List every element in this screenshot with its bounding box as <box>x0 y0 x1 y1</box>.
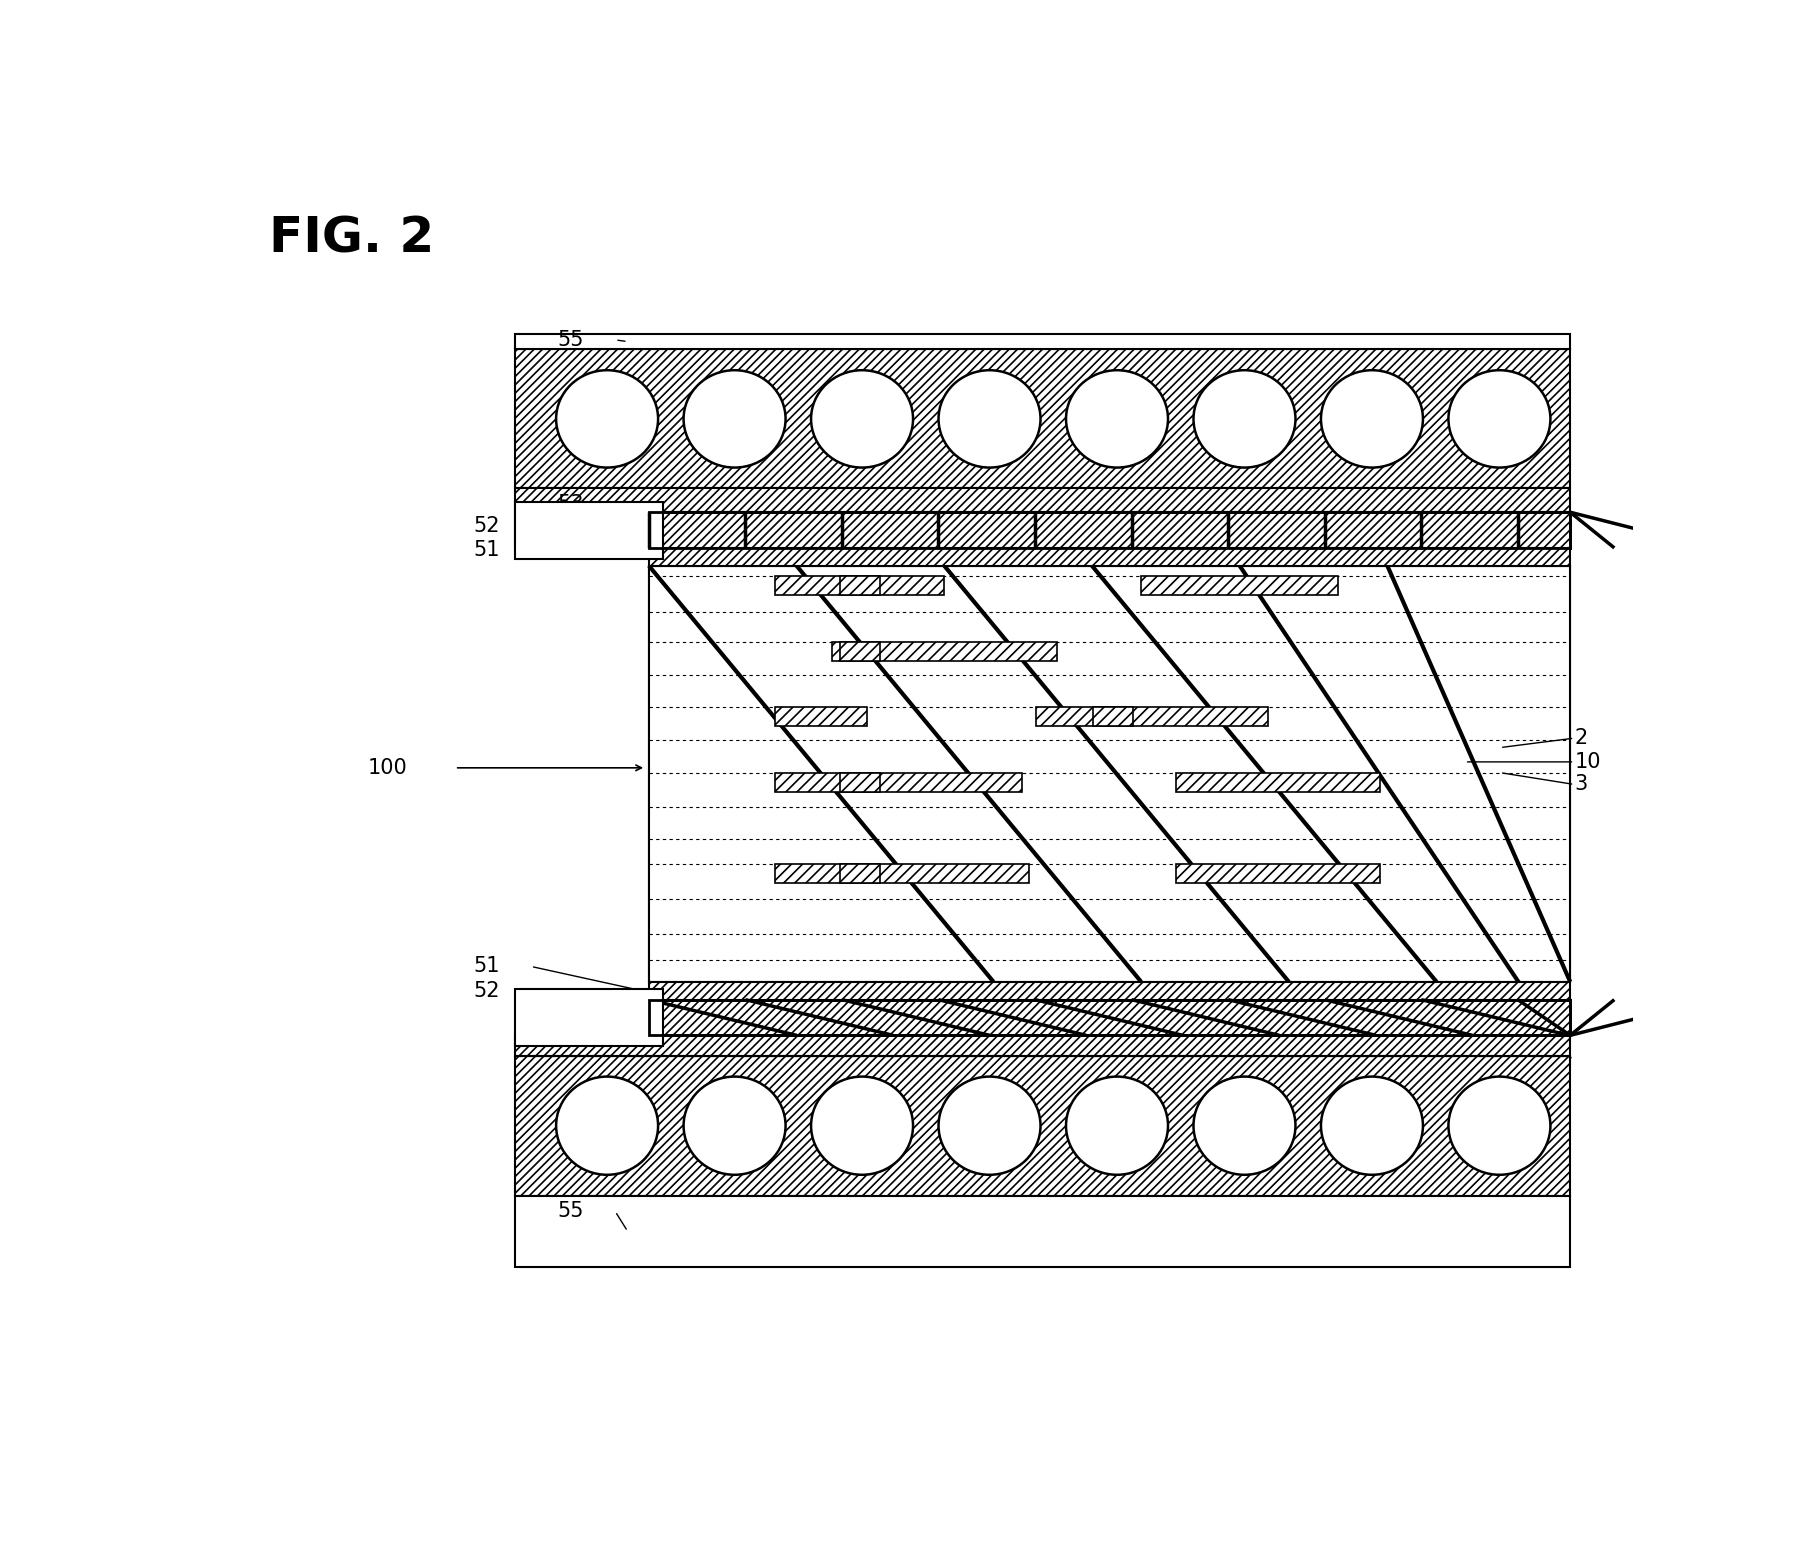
Bar <box>515 349 1569 488</box>
Bar <box>1175 865 1380 883</box>
Text: 53: 53 <box>557 1008 584 1027</box>
Ellipse shape <box>1321 1076 1422 1175</box>
Text: 100: 100 <box>366 758 406 778</box>
Ellipse shape <box>811 1076 912 1175</box>
Bar <box>840 865 880 883</box>
Ellipse shape <box>811 371 912 468</box>
Bar <box>775 772 1021 792</box>
Text: 2: 2 <box>1573 729 1587 749</box>
Bar <box>840 642 880 661</box>
Bar <box>648 565 1569 982</box>
Bar <box>648 999 1569 1036</box>
Ellipse shape <box>555 1076 658 1175</box>
Text: 51: 51 <box>473 540 499 560</box>
Bar <box>515 488 1569 513</box>
Ellipse shape <box>1194 1076 1295 1175</box>
Text: 55: 55 <box>557 1201 584 1221</box>
Text: 51: 51 <box>473 956 499 976</box>
Bar <box>1092 707 1132 726</box>
Text: 10: 10 <box>1573 752 1600 772</box>
Text: 55: 55 <box>557 330 584 350</box>
Bar <box>648 565 1569 982</box>
Bar <box>648 982 1569 999</box>
Text: 52: 52 <box>473 517 499 536</box>
Text: 54: 54 <box>557 1107 584 1127</box>
Bar <box>648 565 1569 982</box>
Polygon shape <box>515 502 662 559</box>
Bar <box>1036 707 1266 726</box>
Ellipse shape <box>938 371 1039 468</box>
Ellipse shape <box>1065 371 1168 468</box>
Text: 53: 53 <box>557 494 584 514</box>
Bar <box>515 1056 1569 1195</box>
Ellipse shape <box>1065 1076 1168 1175</box>
Ellipse shape <box>938 1076 1039 1175</box>
Text: 54: 54 <box>557 414 584 432</box>
Ellipse shape <box>1448 1076 1549 1175</box>
Ellipse shape <box>1321 371 1422 468</box>
Ellipse shape <box>684 1076 785 1175</box>
Bar <box>831 642 1056 661</box>
Text: FIG. 2: FIG. 2 <box>268 215 434 262</box>
Bar <box>840 576 880 596</box>
Bar <box>648 548 1569 565</box>
Bar <box>1175 772 1380 792</box>
Bar <box>840 772 880 792</box>
Bar <box>515 513 1569 548</box>
Text: 52: 52 <box>473 982 499 1002</box>
Bar <box>775 707 867 726</box>
Ellipse shape <box>1194 371 1295 468</box>
Bar <box>515 1036 1569 1056</box>
Bar <box>515 1195 1569 1268</box>
Bar <box>775 865 1029 883</box>
Polygon shape <box>515 990 662 1045</box>
Bar <box>648 999 1569 1036</box>
Bar <box>515 334 1569 349</box>
Ellipse shape <box>684 371 785 468</box>
Bar <box>648 513 1569 548</box>
Text: 3: 3 <box>1573 775 1587 795</box>
Ellipse shape <box>555 371 658 468</box>
Ellipse shape <box>1448 371 1549 468</box>
Bar <box>775 576 943 596</box>
Bar <box>648 513 1569 548</box>
Bar <box>1141 576 1337 596</box>
